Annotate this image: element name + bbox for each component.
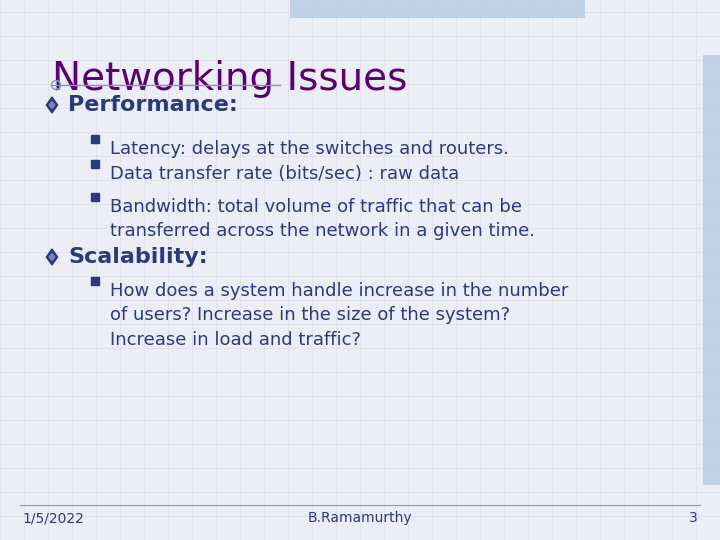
Text: Networking Issues: Networking Issues (52, 60, 408, 98)
Polygon shape (46, 249, 58, 265)
Text: Latency: delays at the switches and routers.: Latency: delays at the switches and rout… (110, 140, 509, 158)
Text: 1/5/2022: 1/5/2022 (22, 511, 84, 525)
Text: Performance:: Performance: (68, 95, 238, 115)
Text: Scalability:: Scalability: (68, 247, 207, 267)
Polygon shape (49, 102, 55, 109)
Bar (91, 277, 99, 285)
Bar (290, 0, 585, 18)
Bar (703, 55, 720, 485)
Text: How does a system handle increase in the number
of users? Increase in the size o: How does a system handle increase in the… (110, 282, 568, 349)
Polygon shape (46, 97, 58, 113)
Bar (91, 193, 99, 201)
Text: B.Ramamurthy: B.Ramamurthy (307, 511, 413, 525)
Polygon shape (49, 253, 55, 261)
Bar (91, 160, 99, 168)
Bar (91, 135, 99, 143)
Text: 3: 3 (689, 511, 698, 525)
Text: Bandwidth: total volume of traffic that can be
transferred across the network in: Bandwidth: total volume of traffic that … (110, 198, 535, 240)
Text: Data transfer rate (bits/sec) : raw data: Data transfer rate (bits/sec) : raw data (110, 165, 459, 183)
